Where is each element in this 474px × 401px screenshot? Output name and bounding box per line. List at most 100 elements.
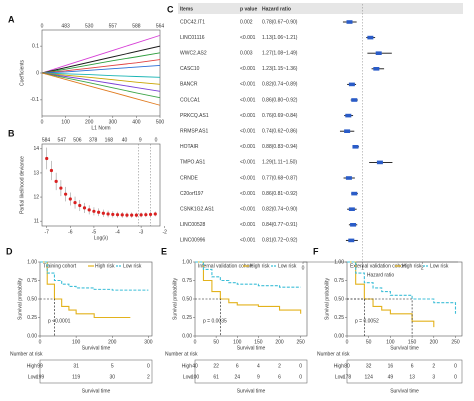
coefficient-path bbox=[41, 34, 161, 74]
item-name: LINC00528 bbox=[180, 222, 206, 228]
top-tick-label: 557 bbox=[109, 23, 118, 29]
hr-box bbox=[373, 67, 380, 71]
deviance-point bbox=[111, 212, 115, 217]
risk-count: 0 bbox=[454, 363, 457, 369]
item-name: LINC00996 bbox=[180, 238, 206, 244]
risk-count: 2 bbox=[278, 363, 281, 369]
plot-frame bbox=[41, 29, 161, 117]
x-tick-label: -6 bbox=[68, 229, 73, 235]
risk-frame bbox=[194, 359, 308, 384]
risk-count: 0 bbox=[454, 374, 457, 380]
top-tick-label: 483 bbox=[61, 23, 70, 29]
y-axis-label: Partial likelihood deviance bbox=[19, 156, 25, 214]
risk-title: Number at risk bbox=[317, 351, 350, 357]
hazard-ratio: 0.82(0.74~0.89) bbox=[262, 82, 298, 88]
risk-count: 32 bbox=[366, 363, 372, 369]
p-value: <0.001 bbox=[240, 175, 256, 181]
deviance-point bbox=[125, 213, 129, 217]
risk-stratum: High bbox=[334, 363, 345, 369]
legend-label: Low risk bbox=[123, 263, 142, 269]
plot-frame bbox=[41, 143, 161, 227]
hr-box bbox=[348, 238, 355, 243]
deviance-point bbox=[78, 203, 82, 208]
deviance-point bbox=[130, 213, 134, 217]
x-tick-label: -7 bbox=[44, 229, 49, 235]
p-value: p = 0.0035 bbox=[203, 319, 227, 325]
top-tick-label: 9 bbox=[139, 137, 142, 143]
survival-curve bbox=[40, 261, 131, 319]
y-tick-label: 0.75 bbox=[27, 278, 37, 284]
y-axis-label: Survival probability bbox=[17, 278, 23, 320]
risk-stratum: High bbox=[27, 363, 38, 369]
hr-box bbox=[375, 51, 382, 55]
deviance-point bbox=[87, 208, 91, 212]
deviance-point bbox=[153, 212, 157, 216]
y-tick-label: 0.00 bbox=[334, 333, 344, 339]
hazard-ratio: 0.78(0.67~0.90) bbox=[262, 19, 298, 25]
legend-label: Low risk bbox=[278, 263, 297, 269]
p-value: <0.001 bbox=[240, 144, 256, 150]
hr-box bbox=[351, 98, 358, 102]
panel-letter: B bbox=[8, 128, 15, 138]
x-tick-label: 100 bbox=[233, 339, 242, 345]
risk-count: 9 bbox=[257, 374, 260, 380]
top-tick-label: 168 bbox=[105, 137, 114, 143]
x-tick-label: 50 bbox=[213, 339, 219, 345]
hazard-ratio: 0.82(0.74~0.90) bbox=[262, 207, 298, 213]
top-tick-label: 547 bbox=[58, 137, 67, 143]
top-tick-label: 0 bbox=[41, 23, 44, 29]
risk-count: 2 bbox=[147, 374, 150, 380]
top-tick-label: 40 bbox=[122, 137, 128, 143]
median-line bbox=[195, 298, 221, 336]
x-tick-label: -4 bbox=[115, 229, 120, 235]
p-value: <0.001 bbox=[240, 238, 256, 244]
top-tick-label: 588 bbox=[132, 23, 141, 29]
item-name: RRMSP.AS1 bbox=[180, 129, 208, 135]
y-tick-label: 0.75 bbox=[182, 278, 192, 284]
x-tick-label: -3 bbox=[139, 229, 144, 235]
item-name: C20orf197 bbox=[180, 191, 204, 197]
risk-count: 24 bbox=[234, 374, 240, 380]
p-value: <0.001 bbox=[240, 207, 256, 213]
panel-letter: F bbox=[313, 246, 319, 256]
median-line bbox=[347, 298, 413, 336]
coefficient-path bbox=[41, 65, 161, 74]
hr-box bbox=[345, 113, 352, 118]
p-value: <0.001 bbox=[240, 66, 256, 72]
risk-count: 16 bbox=[388, 363, 394, 369]
x-tick-label: 200 bbox=[85, 119, 94, 125]
top-tick-label: 378 bbox=[89, 137, 98, 143]
deviance-point bbox=[82, 206, 87, 210]
deviance-point bbox=[134, 213, 138, 217]
y-tick-label: 0.50 bbox=[334, 296, 344, 302]
deviance-point bbox=[68, 197, 72, 201]
p-value: 0.002 bbox=[240, 19, 253, 25]
p-value: 0.003 bbox=[240, 51, 253, 57]
risk-count: 119 bbox=[72, 374, 80, 380]
deviance-point bbox=[120, 213, 124, 217]
x-tick-label: 250 bbox=[296, 339, 305, 345]
risk-count: 6 bbox=[236, 363, 239, 369]
hazard-ratio: 0.84(0.77~0.91) bbox=[262, 222, 298, 228]
x-tick-label: 200 bbox=[430, 339, 439, 345]
coefficient-path bbox=[41, 45, 161, 74]
cohort-title: Internal validation cohort bbox=[198, 263, 253, 269]
risk-x-label: Survival time bbox=[82, 388, 111, 394]
risk-count: 3 bbox=[432, 374, 435, 380]
risk-stratum: High bbox=[182, 363, 193, 369]
risk-x-label: Survival time bbox=[237, 388, 266, 394]
hr-box bbox=[376, 160, 383, 165]
hr-box bbox=[348, 207, 355, 211]
x-tick-label: 400 bbox=[132, 119, 141, 125]
y-axis-label: Coefficients bbox=[19, 59, 25, 86]
x-tick-label: 0 bbox=[302, 265, 305, 271]
hazard-ratio: 0.76(0.69~0.84) bbox=[262, 113, 298, 119]
x-tick-label: 150 bbox=[254, 339, 263, 345]
hazard-ratio: 1.13(1.06~1.21) bbox=[262, 35, 298, 41]
coefficient-path bbox=[41, 72, 161, 85]
x-tick-label: 500 bbox=[156, 119, 165, 125]
deviance-point bbox=[101, 211, 105, 215]
survival-curve bbox=[195, 261, 301, 288]
item-name: CDC42.IT1 bbox=[180, 19, 205, 25]
coefficient-path bbox=[41, 52, 161, 74]
